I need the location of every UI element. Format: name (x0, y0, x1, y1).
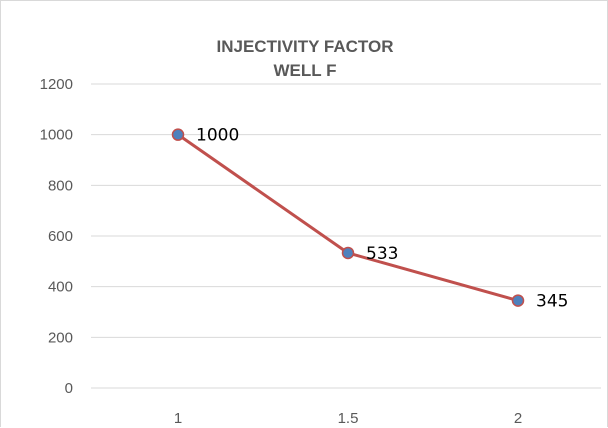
data-point-2 (511, 294, 525, 307)
y-tick-label-400: 400 (48, 279, 73, 296)
data-label-1: 1000 (196, 126, 239, 146)
data-label-2: 345 (536, 292, 568, 312)
data-point-1-5 (341, 246, 355, 260)
gridlines (91, 83, 601, 389)
y-tick-label-600: 600 (48, 228, 73, 245)
x-tick-label-1: 1 (174, 410, 182, 427)
y-tick-label-1200: 1200 (40, 76, 73, 93)
data-point-1 (171, 128, 185, 141)
y-tick-label-1000: 1000 (40, 127, 73, 144)
chart-title-line-1: INJECTIVITY FACTOR (216, 37, 394, 56)
y-tick-label-800: 800 (48, 177, 73, 194)
y-tick-label-200: 200 (48, 329, 73, 346)
chart-title-line-2: WELL F (273, 61, 337, 80)
data-labels: 1000 533 345 (196, 126, 568, 312)
y-tick-label-0: 0 (65, 380, 73, 397)
series-line (176, 133, 520, 303)
x-axis-ticks: 1 1.5 2 (174, 410, 522, 427)
data-label-1-5: 533 (366, 244, 398, 264)
chart-title: INJECTIVITY FACTOR WELL F (1, 35, 608, 83)
y-axis-ticks: 0 200 400 600 800 1000 1200 (40, 76, 73, 397)
series-layer (171, 128, 525, 307)
x-tick-label-1-5: 1.5 (338, 410, 359, 427)
x-tick-label-2: 2 (514, 410, 522, 427)
